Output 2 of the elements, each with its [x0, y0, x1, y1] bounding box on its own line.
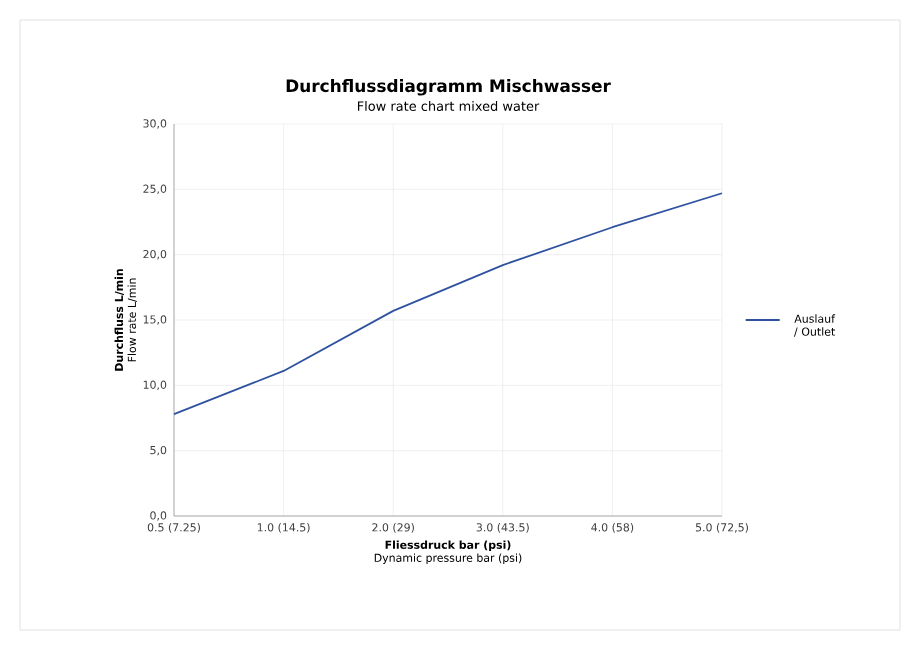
line-series: [173, 192, 723, 415]
chart-title: Durchflussdiagramm Mischwasser: [286, 79, 611, 96]
